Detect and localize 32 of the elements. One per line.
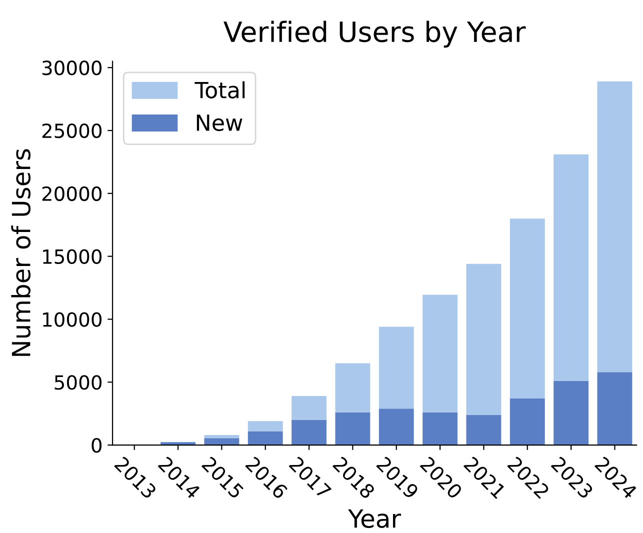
bar	[466, 414, 502, 446]
bar	[378, 408, 414, 446]
chart-title: Verified Users by Year	[224, 20, 526, 48]
bar	[248, 421, 283, 432]
y-tick-label: 0	[92, 438, 102, 453]
y-tick-label: 25000	[42, 123, 102, 138]
y-tick-label: 20000	[42, 186, 102, 202]
y-axis-title: Number of Users	[11, 149, 31, 356]
bar	[378, 326, 414, 409]
bar	[510, 398, 545, 446]
bar	[597, 81, 632, 372]
y-tick-label: 30000	[42, 60, 102, 76]
bar	[510, 218, 545, 398]
bar	[204, 434, 240, 438]
y-tick-label: 10000	[43, 312, 102, 327]
bar	[554, 380, 589, 446]
bar	[466, 264, 502, 415]
bar	[335, 363, 370, 412]
bar	[292, 420, 327, 446]
y-tick-label: 5000	[54, 375, 102, 390]
bar	[554, 154, 589, 381]
legend-label: Total	[194, 81, 245, 98]
bar	[597, 372, 632, 446]
x-axis-title: Year	[348, 509, 402, 528]
bar	[422, 412, 458, 446]
bar	[204, 438, 240, 446]
y-tick-label: 15000	[43, 249, 102, 264]
bar	[422, 294, 458, 412]
legend-label: New	[196, 114, 242, 132]
bar	[292, 396, 327, 420]
bar	[248, 431, 283, 446]
bar	[335, 412, 370, 446]
